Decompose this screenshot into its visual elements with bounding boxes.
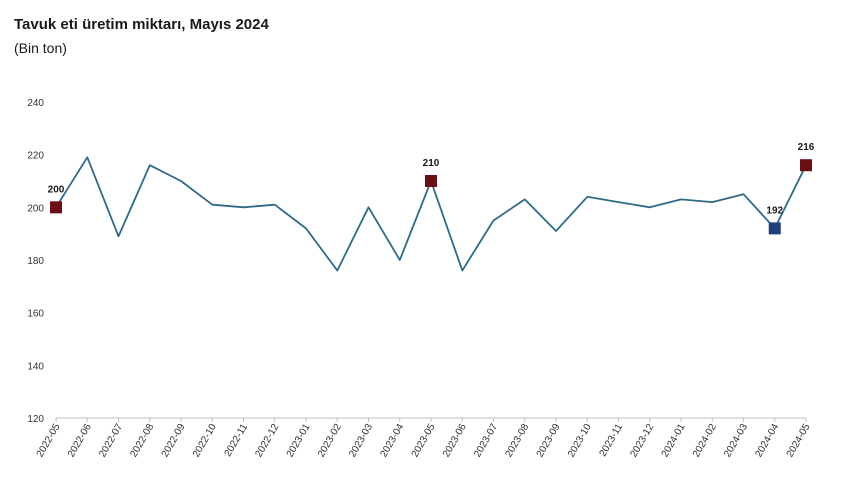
x-tick-label: 2023-09 xyxy=(535,422,563,460)
series-line xyxy=(55,156,807,272)
x-tick-label: 2023-05 xyxy=(410,422,438,460)
y-tick-label: 160 xyxy=(27,309,44,320)
y-tick-label: 240 xyxy=(27,98,44,109)
y-tick-label: 140 xyxy=(27,361,44,372)
x-tick-label: 2024-01 xyxy=(660,422,688,460)
x-tick-label: 2023-11 xyxy=(598,422,626,459)
x-tick-label: 2022-12 xyxy=(253,422,281,460)
x-tick-label: 2023-02 xyxy=(316,422,344,460)
x-tick-label: 2022-08 xyxy=(128,422,156,460)
x-tick-label: 2022-07 xyxy=(97,422,125,460)
y-tick-label: 180 xyxy=(27,256,44,267)
x-tick-label: 2023-12 xyxy=(628,422,656,460)
chart-subtitle: (Bin ton) xyxy=(14,40,67,56)
x-tick-label: 2023-04 xyxy=(378,422,406,460)
x-tick-label: 2023-06 xyxy=(441,422,469,460)
data-label: 200 xyxy=(48,184,65,195)
chart-title: Tavuk eti üretim miktarı, Mayıs 2024 xyxy=(14,16,269,33)
x-tick-label: 2022-10 xyxy=(191,422,219,460)
x-tick-label: 2023-07 xyxy=(472,422,500,460)
data-point-marker xyxy=(768,222,781,235)
x-tick-label: 2024-05 xyxy=(785,422,813,460)
data-label: 216 xyxy=(798,142,815,153)
x-tick-label: 2023-08 xyxy=(503,422,531,460)
y-tick-label: 220 xyxy=(27,151,44,162)
x-tick-label: 2023-10 xyxy=(566,422,594,460)
data-label: 192 xyxy=(766,205,783,216)
x-tick-label: 2024-02 xyxy=(691,422,719,460)
x-tick-label: 2022-06 xyxy=(66,422,94,460)
x-tick-label: 2024-03 xyxy=(722,422,750,460)
x-tick-label: 2022-09 xyxy=(160,422,188,460)
x-tick-label: 2023-01 xyxy=(285,422,313,460)
data-label: 210 xyxy=(423,158,440,169)
y-tick-label: 120 xyxy=(27,414,44,425)
x-tick-label: 2023-03 xyxy=(347,422,375,460)
x-tick-label: 2022-11 xyxy=(223,422,251,459)
x-tick-label: 2022-05 xyxy=(35,422,63,460)
data-point-marker xyxy=(50,201,62,214)
x-tick-label: 2024-04 xyxy=(753,422,781,460)
data-point-marker xyxy=(425,175,437,187)
data-point-marker xyxy=(800,159,812,172)
y-tick-label: 200 xyxy=(27,203,44,214)
